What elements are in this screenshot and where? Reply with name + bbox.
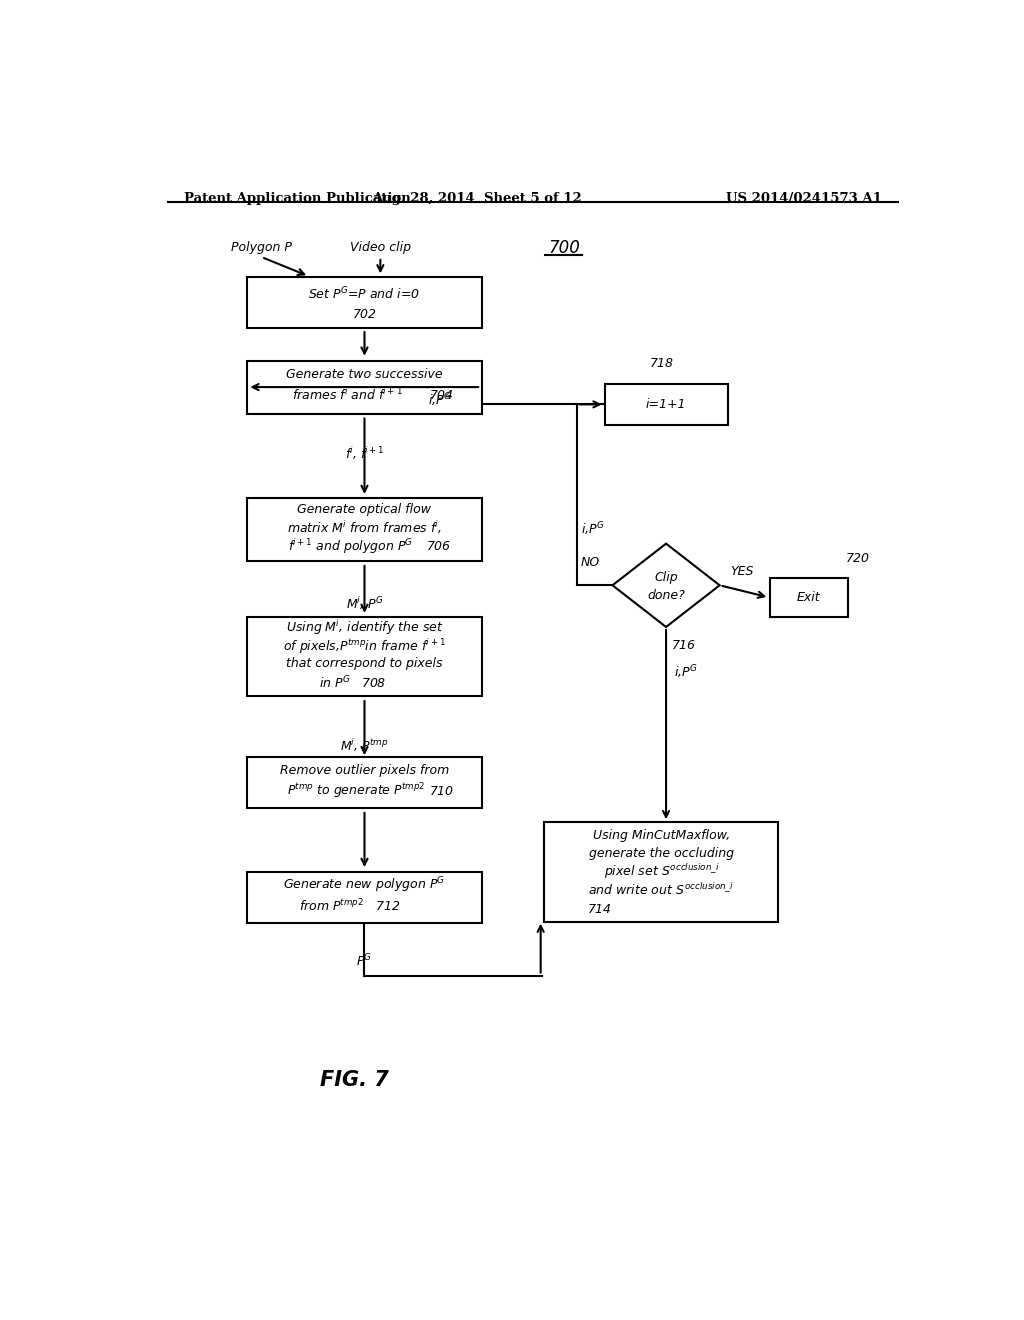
Text: of pixels,P$^{tmp}$in frame f$^{i+1}$: of pixels,P$^{tmp}$in frame f$^{i+1}$ [283, 636, 445, 656]
Text: 702: 702 [352, 309, 377, 322]
Text: Generate new polygon P$^G$: Generate new polygon P$^G$ [284, 875, 445, 895]
Text: M$^i$, P$^G$: M$^i$, P$^G$ [346, 595, 383, 612]
Text: 720: 720 [846, 552, 870, 565]
Text: Polygon P: Polygon P [230, 242, 292, 255]
Text: P$^G$: P$^G$ [356, 953, 373, 970]
Text: Using M$^i$, identify the set: Using M$^i$, identify the set [286, 619, 443, 638]
Text: done?: done? [647, 589, 685, 602]
FancyBboxPatch shape [604, 384, 728, 425]
Text: f$^i$, f$^{i+1}$: f$^i$, f$^{i+1}$ [345, 445, 384, 462]
Text: Generate optical flow: Generate optical flow [298, 503, 431, 516]
Text: 704: 704 [430, 388, 454, 401]
Text: FIG. 7: FIG. 7 [319, 1071, 388, 1090]
Text: generate the occluding: generate the occluding [589, 847, 734, 861]
FancyBboxPatch shape [248, 498, 481, 561]
Text: Set P$^G$=P and i=0: Set P$^G$=P and i=0 [308, 285, 421, 302]
Text: Video clip: Video clip [350, 242, 411, 255]
Text: M$^i$, P$^{tmp}$: M$^i$, P$^{tmp}$ [340, 738, 389, 754]
Text: Patent Application Publication: Patent Application Publication [183, 191, 411, 205]
Text: matrix M$^i$ from frames f$^i$,: matrix M$^i$ from frames f$^i$, [287, 519, 442, 536]
Text: and write out $S^{occlusion\_i}$: and write out $S^{occlusion\_i}$ [589, 882, 734, 898]
Text: 706: 706 [426, 540, 451, 553]
Text: Using MinCutMaxflow,: Using MinCutMaxflow, [593, 829, 730, 842]
Text: pixel set $S^{occlusion\_i}$: pixel set $S^{occlusion\_i}$ [603, 862, 719, 882]
Text: from P$^{tmp2}$   712: from P$^{tmp2}$ 712 [299, 898, 401, 915]
Text: 710: 710 [430, 785, 454, 799]
Text: i,P$^G$: i,P$^G$ [581, 520, 604, 539]
Text: Generate two successive: Generate two successive [286, 368, 442, 381]
Text: YES: YES [730, 565, 754, 578]
FancyBboxPatch shape [544, 822, 778, 921]
Text: Exit: Exit [797, 591, 820, 605]
FancyBboxPatch shape [248, 873, 481, 923]
FancyBboxPatch shape [248, 616, 481, 696]
Text: in P$^G$   708: in P$^G$ 708 [318, 675, 386, 692]
Polygon shape [612, 544, 720, 627]
Text: 700: 700 [549, 239, 581, 257]
Text: Clip: Clip [654, 570, 678, 583]
FancyBboxPatch shape [770, 578, 848, 616]
Text: P$^{tmp}$ to generate P$^{tmp2}$: P$^{tmp}$ to generate P$^{tmp2}$ [288, 781, 426, 801]
Text: i,P$^G$: i,P$^G$ [428, 392, 452, 409]
FancyBboxPatch shape [248, 360, 481, 413]
Text: frames f$^i$ and f$^{i+1}$: frames f$^i$ and f$^{i+1}$ [292, 387, 402, 403]
Text: i=1+1: i=1+1 [646, 397, 686, 411]
FancyBboxPatch shape [248, 277, 481, 329]
Text: f$^{i+1}$ and polygon P$^G$: f$^{i+1}$ and polygon P$^G$ [288, 537, 413, 556]
Text: NO: NO [581, 557, 600, 569]
FancyBboxPatch shape [248, 758, 481, 808]
Text: 718: 718 [650, 358, 674, 370]
Text: 714: 714 [588, 903, 612, 916]
Text: 716: 716 [672, 639, 695, 652]
Text: Remove outlier pixels from: Remove outlier pixels from [280, 764, 450, 776]
Text: US 2014/0241573 A1: US 2014/0241573 A1 [726, 191, 882, 205]
Text: that correspond to pixels: that correspond to pixels [287, 657, 442, 671]
Text: i,P$^G$: i,P$^G$ [674, 664, 697, 681]
Text: Aug. 28, 2014  Sheet 5 of 12: Aug. 28, 2014 Sheet 5 of 12 [373, 191, 582, 205]
